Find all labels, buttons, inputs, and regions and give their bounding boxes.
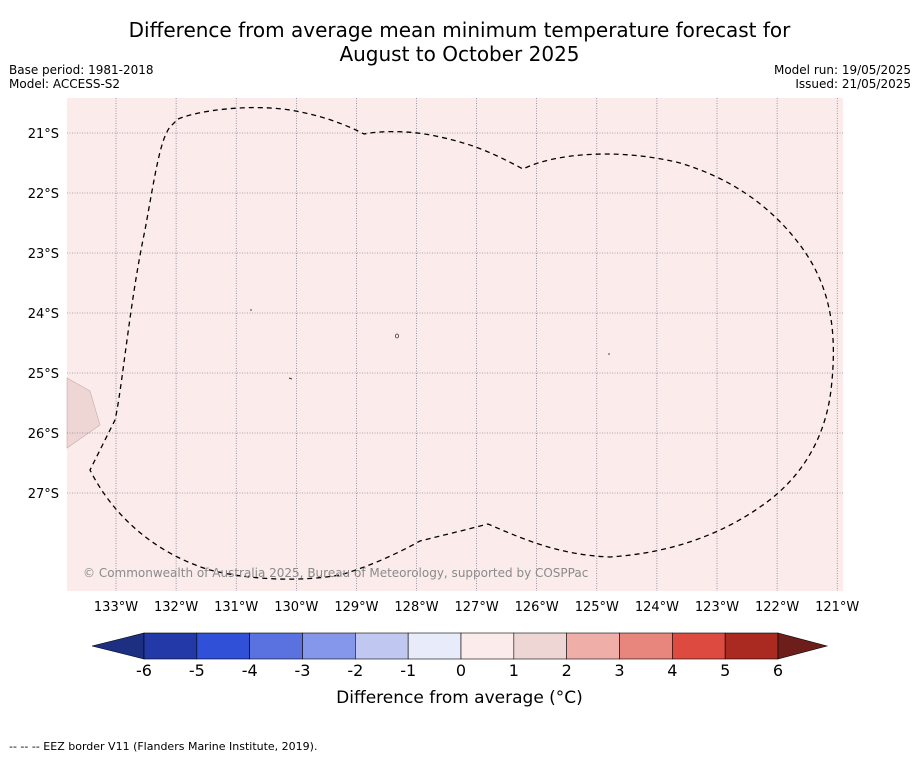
longitude-label: 124°W (635, 600, 679, 615)
latitude-label: 27°S (28, 487, 59, 502)
model-run-date: Model run: 19/05/2025 (773, 63, 911, 77)
anomaly-patch (66, 377, 101, 449)
latitude-label: 24°S (28, 307, 59, 322)
map-background (67, 98, 843, 591)
longitude-label: 126°W (515, 600, 559, 615)
longitude-label: 128°W (394, 600, 438, 615)
run-info: Model run: 19/05/2025 Issued: 21/05/2025 (774, 63, 911, 91)
longitude-label: 127°W (455, 600, 499, 615)
model-info: Base period: 1981-2018 Model: ACCESS-S2 (9, 63, 154, 91)
latitude-label: 25°S (28, 367, 59, 382)
title-line-2: August to October 2025 (339, 42, 580, 66)
longitude-labels: 133°W 132°W 131°W 130°W 129°W 128°W 127°W 126°W… (94, 600, 860, 615)
longitude-label: 133°W (94, 600, 138, 615)
copyright-notice: © Commonwealth of Australia 2025, Bureau… (83, 566, 588, 580)
island-marker (394, 333, 399, 339)
latitude-labels: 21°S 22°S 23°S 24°S 25°S 26°S 27°S (28, 127, 59, 502)
eez-legend: -- -- -- EEZ border V11 (Flanders Marine… (9, 740, 318, 753)
island-marker (288, 377, 293, 380)
map-title: Difference from average mean minimum tem… (0, 18, 919, 66)
longitude-label: 129°W (334, 600, 378, 615)
longitude-label: 130°W (274, 600, 318, 615)
eez-border (89, 106, 835, 580)
latitude-label: 23°S (28, 247, 59, 262)
latitude-label: 22°S (28, 187, 59, 202)
longitude-label: 122°W (755, 600, 799, 615)
longitude-label: 125°W (575, 600, 619, 615)
latitude-label: 21°S (28, 127, 59, 142)
longitude-label: 123°W (695, 600, 739, 615)
colorbar-label: Difference from average (°C) (336, 688, 583, 708)
island-marker (250, 309, 252, 311)
base-period: Base period: 1981-2018 (9, 63, 154, 77)
latitude-label: 26°S (28, 427, 59, 442)
island-marker (608, 353, 610, 355)
longitude-label: 121°W (815, 600, 859, 615)
title-line-1: Difference from average mean minimum tem… (128, 18, 791, 42)
issued-date: Issued: 21/05/2025 (795, 77, 911, 91)
longitude-label: 131°W (214, 600, 258, 615)
longitude-label: 132°W (154, 600, 198, 615)
model-name: Model: ACCESS-S2 (9, 77, 121, 91)
